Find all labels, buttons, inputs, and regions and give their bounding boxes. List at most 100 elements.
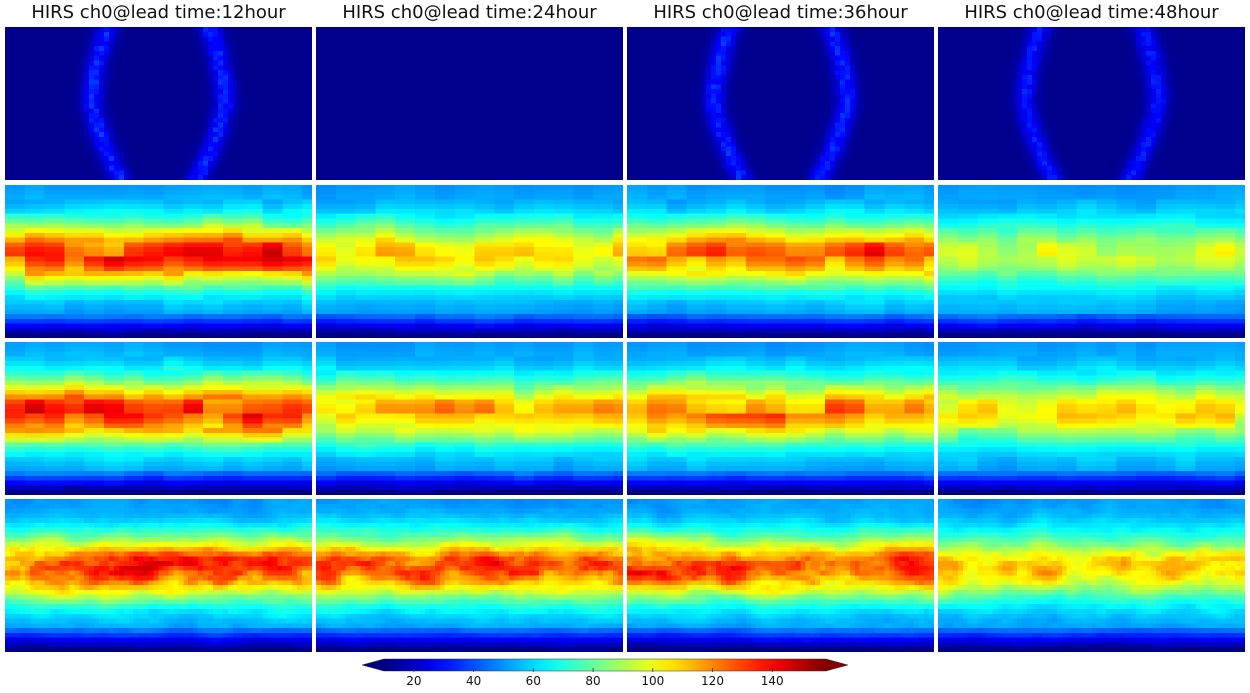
heatmap-cell — [153, 113, 160, 119]
heatmap-cell — [444, 36, 451, 42]
heatmap-cell — [390, 65, 396, 71]
heatmap-cell — [360, 93, 367, 100]
heatmap-cell — [282, 74, 288, 81]
heatmap-cell — [434, 89, 441, 95]
heatmap-cell — [153, 108, 160, 114]
heatmap-cell — [99, 103, 105, 109]
heatmap-cell — [94, 41, 100, 47]
heatmap-cell — [325, 65, 332, 71]
heatmap-cell — [390, 79, 396, 85]
heatmap-cell — [924, 65, 930, 71]
heatmap-cell — [815, 60, 821, 66]
heatmap-cell — [676, 27, 683, 33]
heatmap-cell — [390, 89, 396, 95]
heatmap-cell — [19, 146, 26, 152]
heatmap-cell — [651, 36, 658, 42]
heatmap-cell — [424, 175, 431, 180]
heatmap-cell — [232, 89, 239, 95]
heatmap-cell — [277, 50, 283, 57]
heatmap-cell — [825, 46, 831, 52]
heatmap-cell — [365, 74, 372, 81]
heatmap-cell — [459, 117, 466, 124]
heatmap-cell — [390, 108, 396, 114]
heatmap-cell — [208, 36, 214, 42]
heatmap-cell — [247, 146, 254, 152]
heatmap-cell — [879, 79, 886, 85]
heatmap-cell — [14, 103, 21, 109]
heatmap-cell — [785, 27, 791, 33]
heatmap-cell — [449, 84, 456, 90]
heatmap-cell — [459, 136, 466, 143]
heatmap-cell — [671, 46, 678, 52]
heatmap-cell — [484, 65, 490, 71]
heatmap-cell — [588, 122, 594, 129]
heatmap-cell — [504, 122, 510, 129]
heatmap-cell — [464, 132, 471, 138]
heatmap-cell — [716, 103, 722, 109]
heatmap-cell — [94, 89, 100, 95]
heatmap-cell — [573, 156, 580, 162]
heatmap-cell — [212, 74, 219, 81]
heatmap-cell — [800, 89, 806, 95]
heatmap-cell — [168, 122, 174, 129]
heatmap-cell — [385, 36, 391, 42]
heatmap-cell — [277, 31, 283, 38]
heatmap-cell — [646, 41, 653, 47]
heatmap-cell — [365, 170, 372, 176]
heatmap-cell — [573, 170, 580, 176]
heatmap-cell — [14, 98, 21, 105]
heatmap-cell — [143, 127, 150, 133]
heatmap-cell — [9, 98, 16, 105]
heatmap-cell — [434, 50, 441, 57]
heatmap-cell — [138, 89, 145, 95]
heatmap-cell — [222, 65, 229, 71]
heatmap-cell — [444, 151, 451, 157]
heatmap-cell — [474, 122, 480, 129]
heatmap-cell — [735, 74, 742, 81]
heatmap-cell — [9, 136, 16, 143]
heatmap-cell — [84, 55, 90, 62]
heatmap-cell — [168, 46, 174, 52]
heatmap-cell — [247, 65, 254, 71]
heatmap-cell — [528, 46, 535, 52]
heatmap-cell — [415, 60, 421, 66]
heatmap-cell — [844, 98, 851, 105]
heatmap-cell — [593, 132, 599, 138]
heatmap-cell — [864, 65, 871, 71]
heatmap-cell — [272, 79, 278, 85]
heatmap-cell — [188, 27, 194, 33]
heatmap-cell — [14, 70, 21, 76]
heatmap-cell — [533, 46, 540, 52]
heatmap-cell — [889, 36, 895, 42]
heatmap-cell — [158, 117, 165, 124]
heatmap-cell — [563, 60, 570, 66]
heatmap-cell — [558, 50, 565, 57]
heatmap-cell — [800, 98, 806, 105]
heatmap-cell — [631, 89, 638, 95]
heatmap-cell — [499, 98, 505, 105]
heatmap-cell — [726, 27, 732, 33]
heatmap-cell — [287, 70, 293, 76]
heatmap-cell — [84, 93, 90, 100]
heatmap-cell — [49, 65, 56, 71]
heatmap-cell — [800, 74, 806, 81]
heatmap-cell — [350, 146, 357, 152]
heatmap-cell — [533, 127, 540, 133]
heatmap-cell — [307, 127, 312, 133]
heatmap-cell — [419, 113, 426, 119]
heatmap-cell — [395, 151, 401, 157]
heatmap-cell — [666, 65, 673, 71]
heatmap-cell — [780, 55, 787, 62]
heatmap-cell — [143, 146, 150, 152]
heatmap-cell — [287, 89, 293, 95]
heatmap-cell — [469, 146, 476, 152]
heatmap-cell — [894, 41, 900, 47]
heatmap-cell — [459, 103, 466, 109]
heatmap-cell — [646, 50, 653, 57]
heatmap-cell — [138, 160, 145, 167]
heatmap-cell — [227, 50, 234, 57]
heatmap-cell — [297, 98, 303, 105]
heatmap-cell — [405, 108, 411, 114]
heatmap-cell — [277, 151, 283, 157]
heatmap-cell — [563, 103, 570, 109]
